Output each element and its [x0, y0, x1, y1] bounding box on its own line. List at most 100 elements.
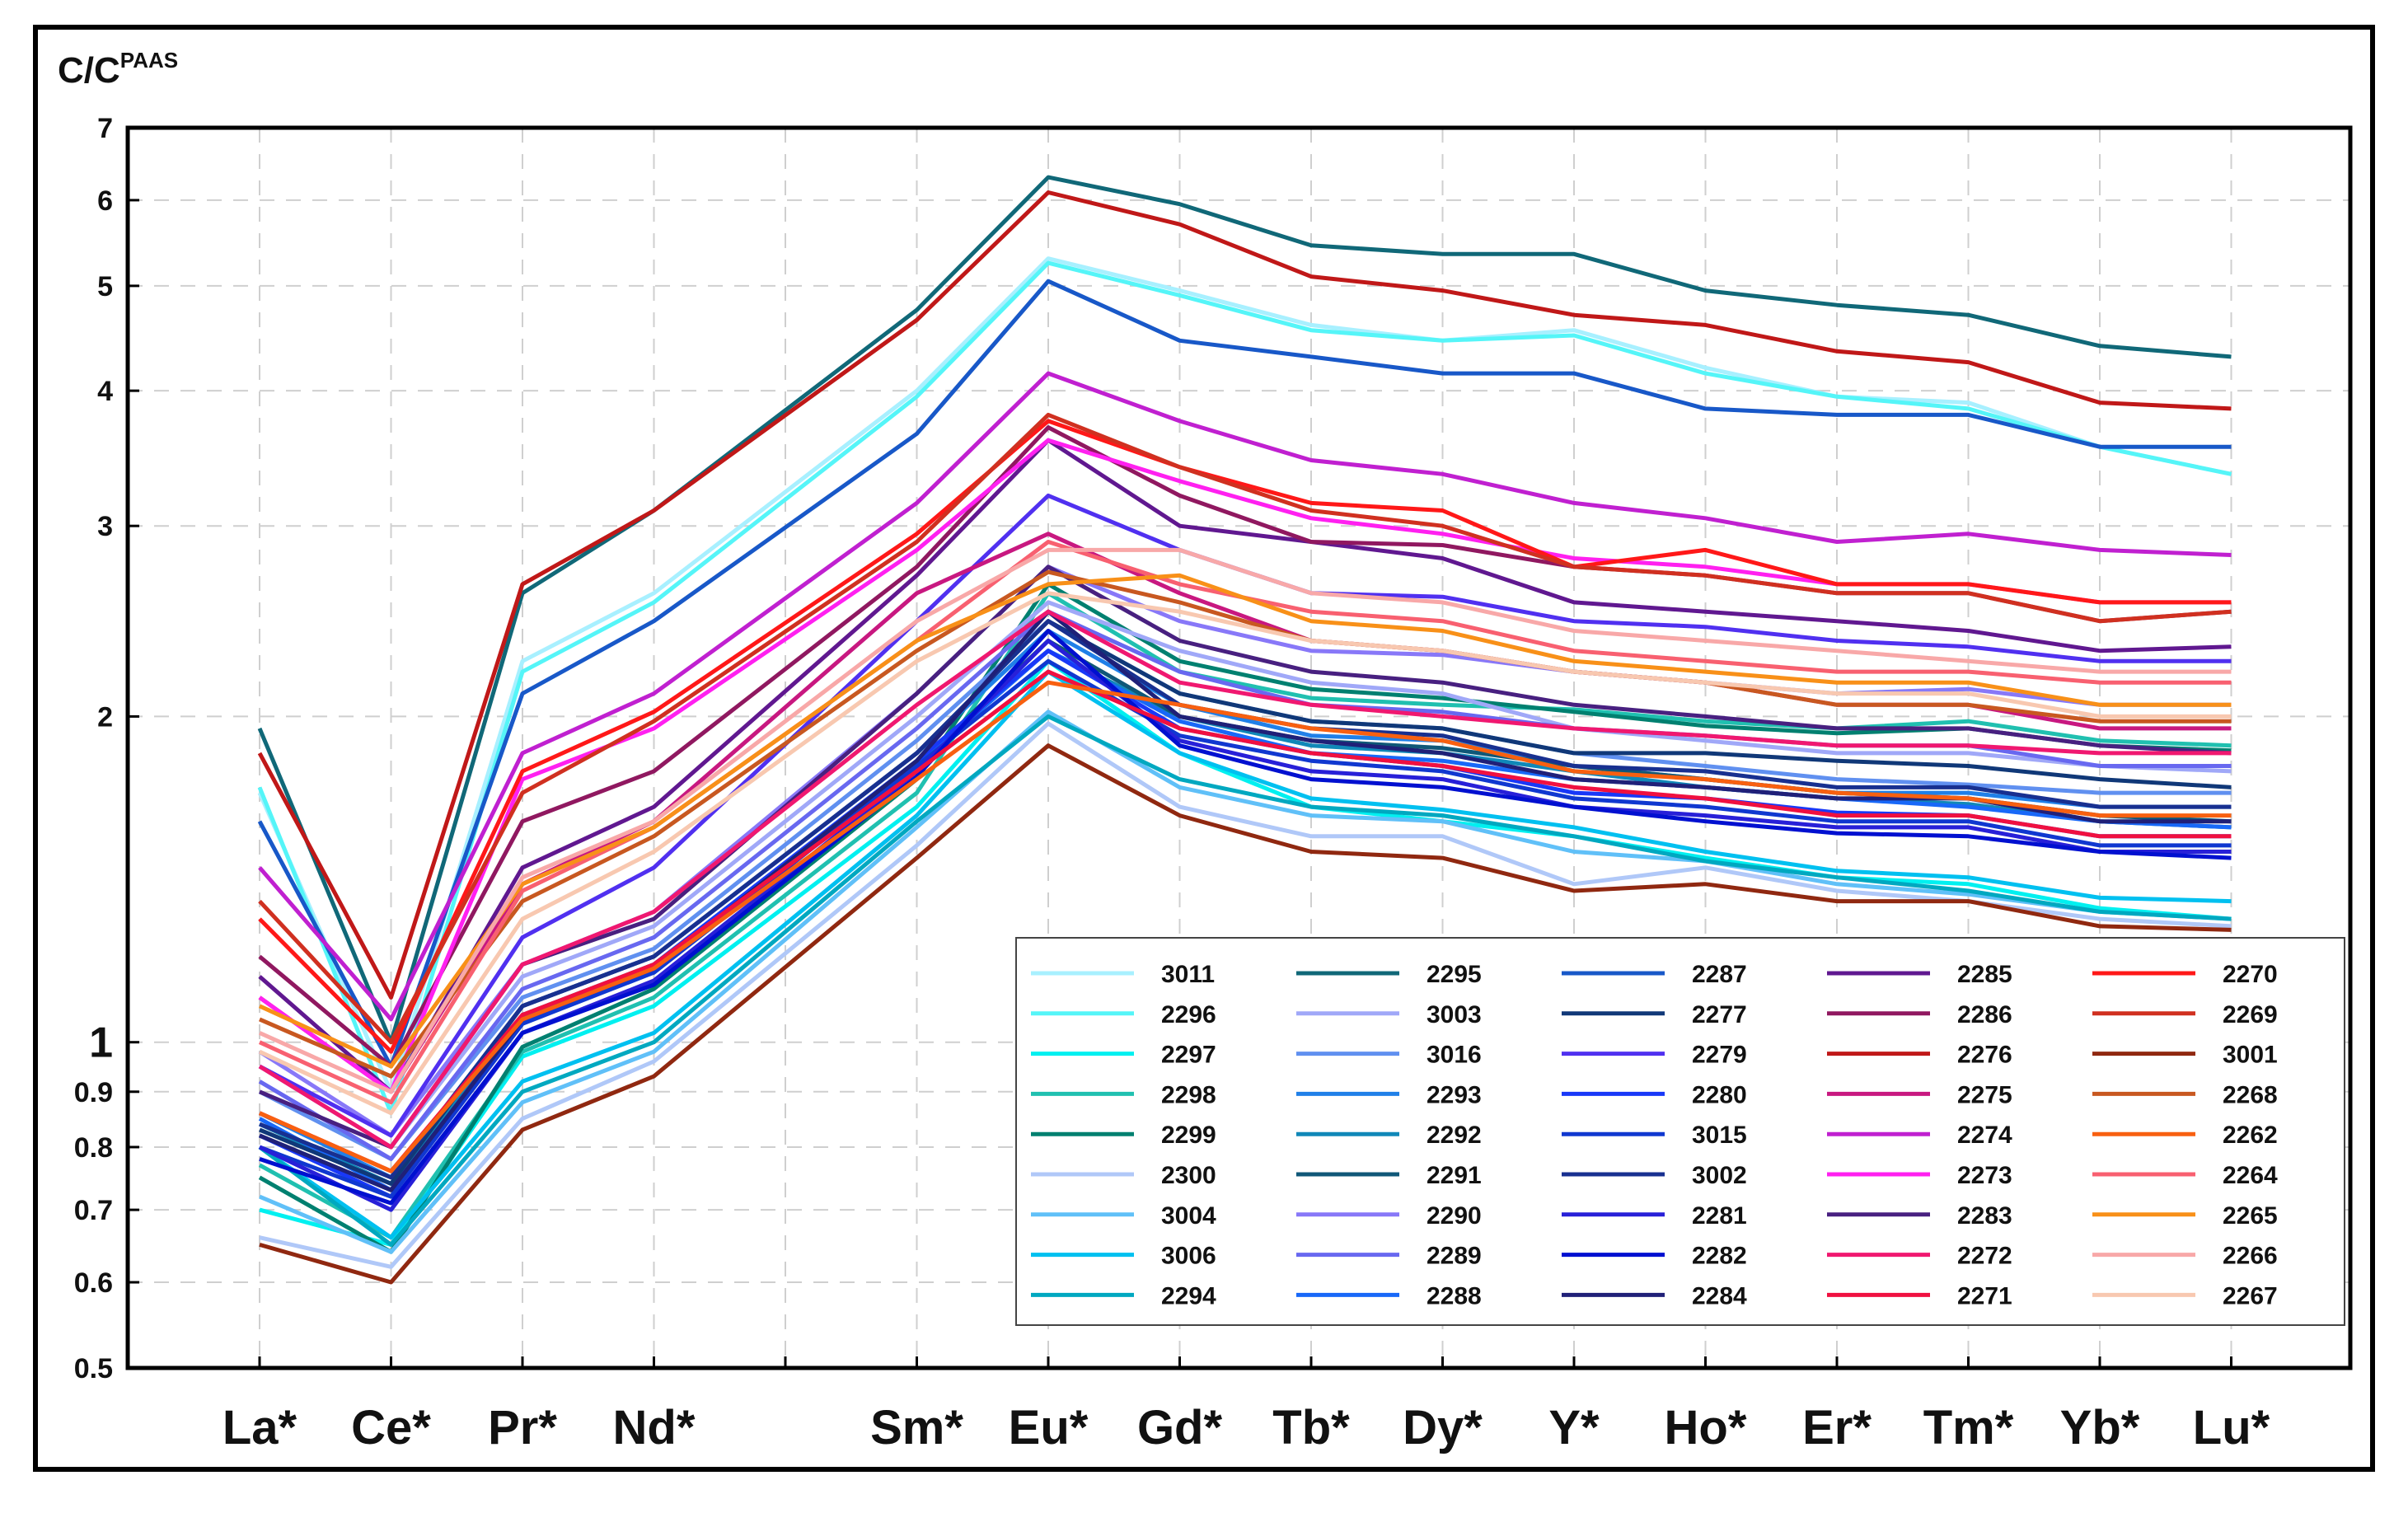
legend-label: 2299 — [1161, 1122, 1216, 1149]
y-axis-ticks: 0.5 0.6 0.7 0.8 0.9 1 2 3 4 5 6 7 — [74, 113, 139, 1384]
legend-label: 2275 — [1957, 1081, 2012, 1108]
y-tick-label: 3 — [97, 511, 113, 542]
y-tick-label: 0.7 — [74, 1195, 113, 1226]
legend-label: 2285 — [1957, 961, 2012, 988]
legend-label: 2264 — [2223, 1162, 2278, 1189]
x-tick-label: Dy* — [1403, 1401, 1483, 1454]
series-line-2283 — [259, 564, 2232, 1150]
series-line-2262 — [258, 680, 2232, 1173]
series-line-2271 — [258, 669, 2232, 1173]
legend-label: 2266 — [2223, 1243, 2278, 1270]
legend-label: 3006 — [1161, 1243, 1216, 1270]
legend-label: 3004 — [1161, 1202, 1216, 1230]
x-tick-label: Sm* — [870, 1401, 963, 1454]
legend-label: 2300 — [1161, 1162, 1216, 1189]
y-tick-label: 6 — [97, 185, 113, 217]
series-line-2295 — [257, 175, 2232, 1045]
legend-label: 2280 — [1692, 1081, 1747, 1108]
x-tick-label: Tb* — [1272, 1401, 1350, 1454]
series-line-2274 — [258, 371, 2232, 1022]
plot-area-border — [125, 125, 2353, 1370]
legend-label: 2281 — [1692, 1202, 1747, 1230]
legend-label: 2277 — [1692, 1001, 1747, 1028]
x-tick-label: Ho* — [1665, 1401, 1747, 1454]
legend-label: 2296 — [1161, 1001, 1216, 1028]
legend-label: 2274 — [1957, 1122, 2012, 1149]
x-tick-label: Eu* — [1009, 1401, 1089, 1454]
legend-label: 2295 — [1427, 961, 1482, 988]
legend-label: 2289 — [1427, 1243, 1482, 1270]
legend-label: 2262 — [2223, 1122, 2278, 1149]
y-axis-label-sup: PAAS — [120, 48, 178, 73]
legend-label: 2272 — [1957, 1243, 2012, 1270]
x-axis-ticks: La* Ce* Pr* Nd* Sm* Eu* Gd* Tb* Dy* Y* Ho* Er* Tm* Yb… — [223, 1356, 2270, 1454]
x-tick-label: Gd* — [1137, 1401, 1223, 1454]
legend-label: 2284 — [1692, 1282, 1747, 1309]
legend-label: 2288 — [1427, 1282, 1482, 1309]
y-tick-label: 0.6 — [74, 1267, 113, 1299]
legend-label: 2267 — [2223, 1282, 2278, 1309]
series-line-2266 — [258, 547, 2232, 1094]
x-tick-label: Lu* — [2193, 1401, 2270, 1454]
x-tick-label: La* — [223, 1401, 297, 1454]
legend-label: 3011 — [1161, 961, 1215, 988]
legend-label: 2294 — [1161, 1282, 1216, 1309]
series-line-2282 — [259, 629, 2232, 1206]
y-tick-label: 1 — [89, 1019, 113, 1067]
series-line-3001 — [259, 743, 2232, 1285]
x-tick-label: Pr* — [488, 1401, 557, 1454]
series-line-2265 — [258, 573, 2232, 1069]
legend-label: 3002 — [1692, 1162, 1747, 1189]
series-line-2300 — [259, 721, 2232, 1269]
legend-label: 2279 — [1692, 1042, 1747, 1069]
legend-label: 2287 — [1692, 961, 1747, 988]
series-line-2267 — [258, 591, 2232, 1116]
legend-label: 2269 — [2223, 1001, 2278, 1028]
x-tick-label: Ce* — [351, 1401, 431, 1454]
figure-frame — [33, 25, 2375, 1472]
x-tick-label: Tm* — [1923, 1401, 2014, 1454]
series-line-2276 — [257, 190, 2232, 1000]
legend-label: 3001 — [2223, 1042, 2278, 1069]
series-line-3011 — [257, 256, 2232, 1094]
y-tick-label: 2 — [97, 701, 113, 733]
y-axis-label: C/CPAAS — [58, 48, 178, 91]
series-line-2270 — [258, 419, 2232, 1054]
series-line-2269 — [258, 412, 2232, 1045]
series-line-3015 — [259, 658, 2232, 1199]
legend-label: 3016 — [1427, 1042, 1482, 1069]
y-axis-label-main: C/C — [58, 50, 120, 91]
series-lines — [257, 175, 2232, 1285]
series-line-3004 — [259, 710, 2232, 1254]
legend-label: 2276 — [1957, 1042, 2012, 1069]
legend-label: 2270 — [2223, 961, 2278, 988]
series-line-2272 — [258, 609, 2232, 1150]
legend-box — [1015, 937, 2345, 1326]
x-tick-label: Yb* — [2060, 1401, 2140, 1454]
legend-label: 2293 — [1427, 1081, 1482, 1108]
legend-label: 2268 — [2223, 1081, 2278, 1108]
legend-label: 2291 — [1427, 1162, 1482, 1189]
legend-label: 2286 — [1957, 1001, 2012, 1028]
series-line-2264 — [258, 540, 2232, 1105]
x-tick-label: Nd* — [613, 1401, 696, 1454]
legend-label: 3015 — [1692, 1122, 1747, 1149]
y-tick-label: 4 — [97, 376, 113, 407]
legend-label: 2271 — [1957, 1282, 2012, 1309]
y-tick-label: 0.8 — [74, 1132, 113, 1164]
y-tick-label: 0.9 — [74, 1077, 113, 1108]
series-line-3006 — [258, 669, 2232, 1240]
series-line-2287 — [257, 279, 2232, 1069]
series-line-2294 — [258, 714, 2232, 1247]
legend: 3011 2296 2297 2298 2299 2300 3004 3006 2294 2295… — [1015, 937, 2345, 1326]
y-tick-label: 0.5 — [74, 1353, 113, 1384]
series-line-2296 — [257, 260, 2232, 1116]
legend-label: 2282 — [1692, 1243, 1747, 1270]
legend-label: 2292 — [1427, 1122, 1482, 1149]
series-line-2298 — [258, 591, 2232, 1240]
legend-label: 2298 — [1161, 1081, 1216, 1108]
legend-label: 2297 — [1161, 1042, 1216, 1069]
legend-label: 2273 — [1957, 1162, 2012, 1189]
legend-label: 2290 — [1427, 1202, 1482, 1230]
